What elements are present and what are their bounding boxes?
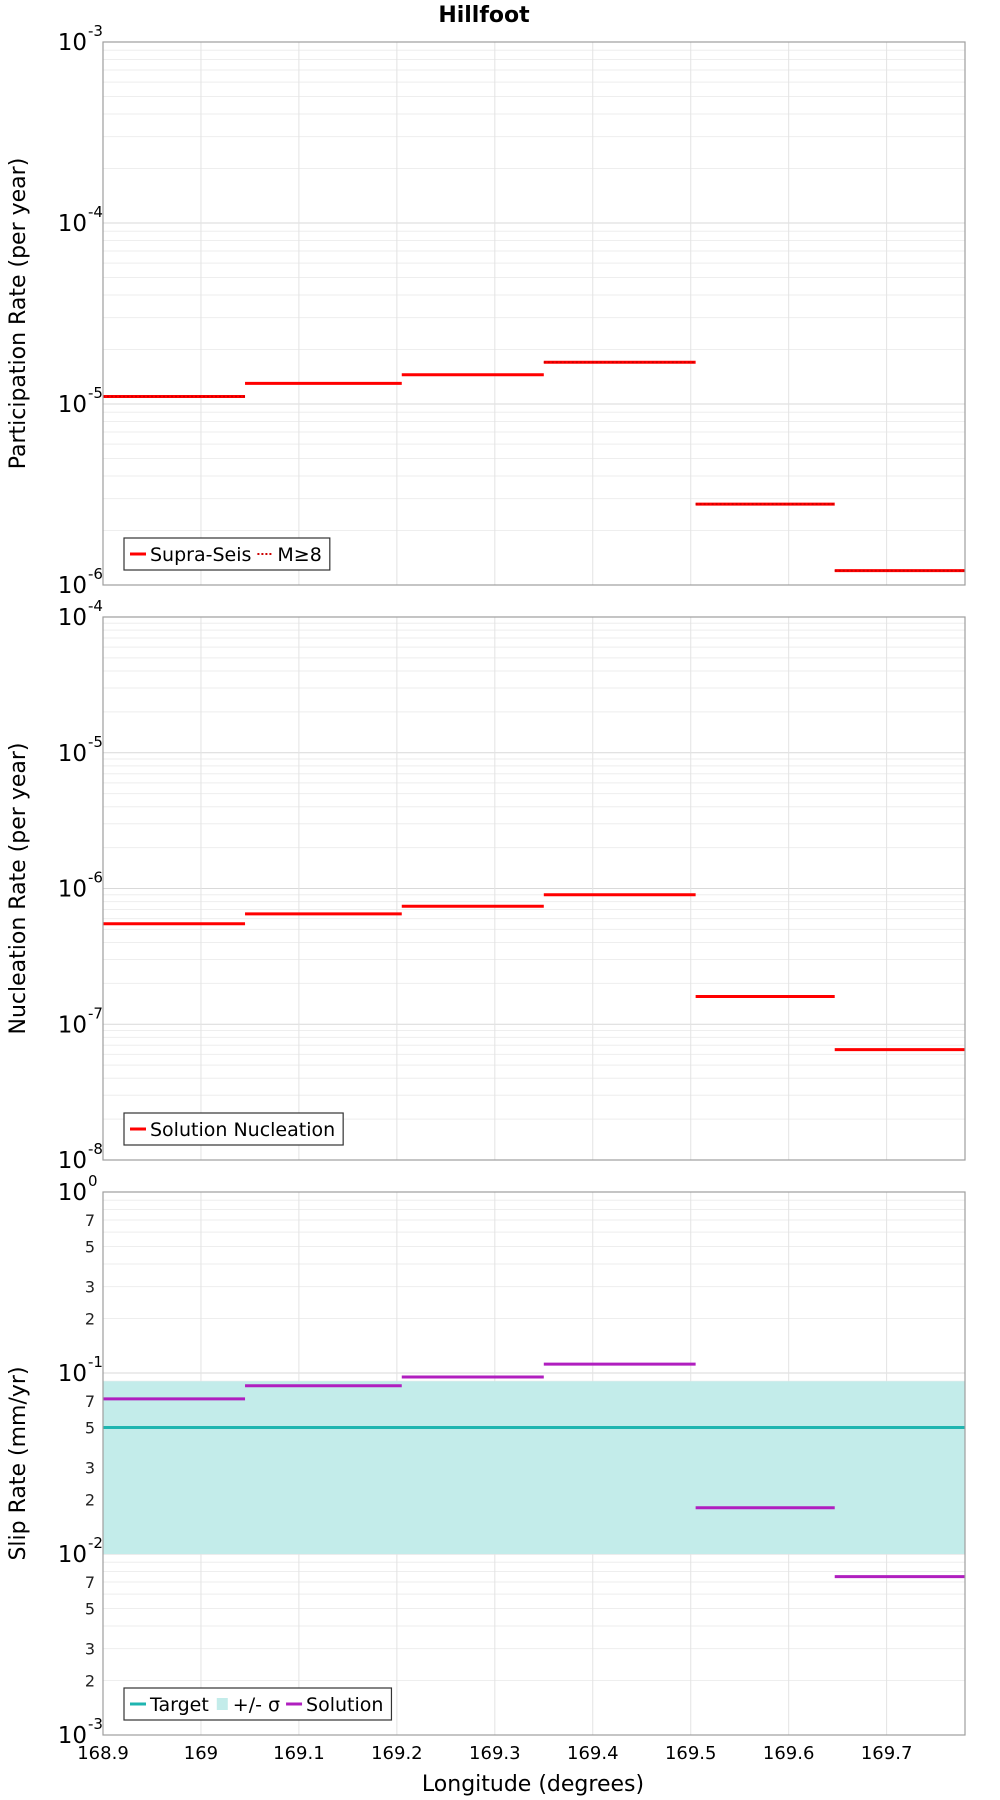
slip-y-minor-label: 2 [85, 1672, 95, 1691]
participation-y-major-label: 10 [58, 211, 87, 237]
slip-y-minor-label: 7 [85, 1573, 95, 1592]
slip-y-major-exponent: 0 [88, 1172, 98, 1190]
participation-legend: Supra-Seis M≥8 [123, 537, 331, 571]
slip-y-major-label: 10 [58, 1180, 87, 1206]
x-tick-label: 169 [184, 1743, 218, 1764]
slip-y-major-label: 10 [58, 1723, 87, 1749]
slip-y-major-label: 10 [58, 1542, 87, 1568]
slip-y-minor-label: 3 [85, 1640, 95, 1659]
slip-y-minor-label: 5 [85, 1237, 95, 1256]
slip-legend-label: Target [149, 1694, 209, 1716]
participation-y-major-label: 10 [58, 573, 87, 599]
slip-legend-label: +/- σ [233, 1694, 280, 1716]
x-tick-label: 169.4 [567, 1743, 619, 1764]
participation-legend-label: Supra-Seis [150, 544, 251, 566]
x-axis-label: Longitude (degrees) [422, 1772, 644, 1797]
x-tick-label: 169.7 [861, 1743, 913, 1764]
slip-y-axis-label: Slip Rate (mm/yr) [6, 1366, 31, 1560]
chart-title: Hillfoot [438, 3, 530, 28]
nucleation-frame [102, 616, 966, 1161]
participation-y-major-exponent: -3 [88, 22, 103, 40]
slip-y-minor-label: 3 [85, 1459, 95, 1478]
slip-y-major-exponent: -2 [88, 1534, 103, 1552]
participation-legend-box [123, 537, 331, 571]
x-tick-label: 169.2 [371, 1743, 423, 1764]
slip-y-minor-label: 5 [85, 1599, 95, 1618]
slip-y-minor-label: 3 [85, 1278, 95, 1297]
x-axis-tick-labels: 168.9 169 169.1 169.2 169.3 169.4 169.5 169.6 16… [77, 1743, 912, 1764]
nucleation-y-axis-label: Nucleation Rate (per year) [6, 743, 31, 1035]
nucleation-y-major-exponent: -4 [88, 597, 103, 615]
slip-y-minor-label: 5 [85, 1418, 95, 1437]
participation-y-major-exponent: -5 [88, 384, 103, 402]
x-tick-label: 169.6 [763, 1743, 815, 1764]
slip-legend-swatch [216, 1698, 228, 1710]
participation-y-major-exponent: -4 [88, 203, 103, 221]
slip-y-minor-label: 2 [85, 1491, 95, 1510]
x-tick-label: 169.1 [273, 1743, 325, 1764]
slip-legend-label: Solution [306, 1694, 383, 1716]
nucleation-y-major-label: 10 [58, 741, 87, 767]
participation-y-major-label: 10 [58, 30, 87, 56]
nucleation-y-major-exponent: -7 [88, 1004, 103, 1022]
slip-legend-box [123, 1687, 393, 1721]
nucleation-y-major-label: 10 [58, 1148, 87, 1174]
nucleation-y-major-exponent: -8 [88, 1140, 103, 1158]
participation-frame [102, 41, 966, 586]
nucleation-y-major-label: 10 [58, 1012, 87, 1038]
slip-legend: Target +/- σ Solution [123, 1687, 393, 1721]
x-tick-label: 169.5 [665, 1743, 717, 1764]
participation-legend-label: M≥8 [277, 544, 321, 566]
slip-y-minor-label: 7 [85, 1392, 95, 1411]
x-tick-label: 169.3 [469, 1743, 521, 1764]
slip-sigma-band [103, 1381, 965, 1554]
slip-y-major-exponent: -1 [88, 1353, 103, 1371]
slip-frame [102, 1191, 966, 1736]
participation-plot-area [103, 42, 965, 585]
slip-y-major-exponent: -3 [88, 1715, 103, 1733]
nucleation-legend-box [123, 1112, 344, 1146]
nucleation-y-major-exponent: -5 [88, 733, 103, 751]
nucleation-legend-label: Solution Nucleation [150, 1119, 335, 1141]
nucleation-y-major-exponent: -6 [88, 869, 103, 887]
participation-y-axis-label: Participation Rate (per year) [6, 158, 31, 470]
nucleation-y-major-label: 10 [58, 877, 87, 903]
slip-y-major-label: 10 [58, 1361, 87, 1387]
slip-y-minor-label: 2 [85, 1310, 95, 1329]
participation-y-major-label: 10 [58, 392, 87, 418]
nucleation-y-major-label: 10 [58, 605, 87, 631]
slip-y-minor-label: 7 [85, 1211, 95, 1230]
nucleation-legend: Solution Nucleation [123, 1112, 344, 1146]
x-tick-label: 168.9 [77, 1743, 129, 1764]
participation-y-major-exponent: -6 [88, 565, 103, 583]
